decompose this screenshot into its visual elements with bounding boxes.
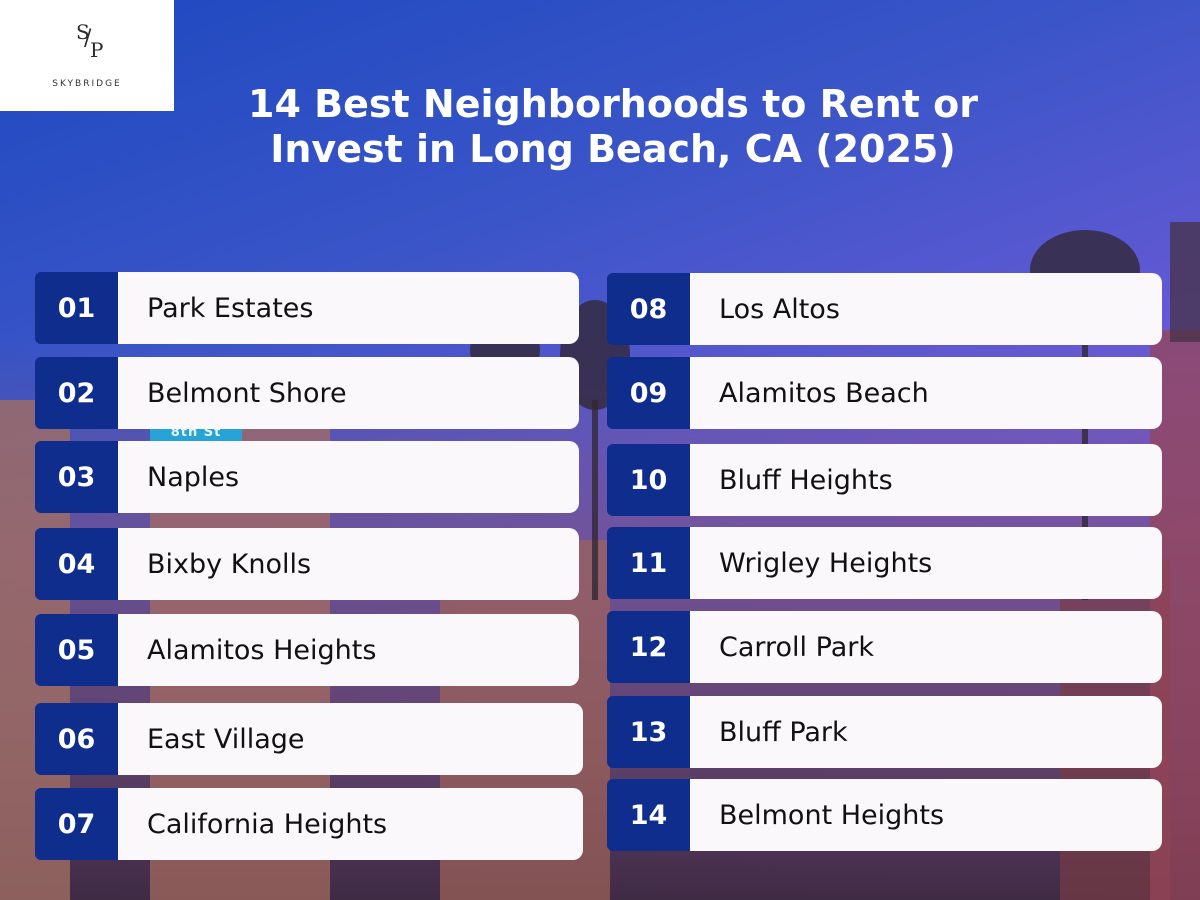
building-top-right — [1170, 222, 1200, 342]
logo-letter-s: S — [76, 20, 90, 44]
logo-mark-icon: S / P — [70, 20, 110, 64]
item-number-badge: 08 — [607, 273, 690, 345]
item-number-badge: 09 — [607, 357, 690, 429]
item-name: East Village — [118, 703, 583, 775]
brand-name: SKYBRIDGE — [52, 79, 122, 89]
item-name: Park Estates — [118, 272, 579, 344]
page-title: 14 Best Neighborhoods to Rent or Invest … — [200, 82, 1026, 172]
item-number-badge: 14 — [607, 779, 690, 851]
item-name: Bixby Knolls — [118, 528, 579, 600]
item-number-badge: 13 — [607, 696, 690, 768]
list-item: 13 Bluff Park — [607, 696, 1162, 768]
item-name: Belmont Shore — [118, 357, 579, 429]
item-number-badge: 04 — [35, 528, 118, 600]
item-name: Naples — [118, 441, 579, 513]
item-number-badge: 06 — [35, 703, 118, 775]
brand-logo: S / P SKYBRIDGE — [0, 0, 174, 111]
list-item: 12 Carroll Park — [607, 611, 1162, 683]
logo-slash: / — [84, 26, 92, 51]
logo-letter-p: P — [90, 38, 104, 62]
item-number-badge: 03 — [35, 441, 118, 513]
item-name: California Heights — [118, 788, 583, 860]
list-item: 05 Alamitos Heights — [35, 614, 579, 686]
title-line-2: Invest in Long Beach, CA (2025) — [270, 127, 956, 171]
item-number-badge: 02 — [35, 357, 118, 429]
item-name: Los Altos — [690, 273, 1162, 345]
item-number-badge: 07 — [35, 788, 118, 860]
palm-trunk — [592, 400, 598, 600]
list-item: 08 Los Altos — [607, 273, 1162, 345]
list-item: 14 Belmont Heights — [607, 779, 1162, 851]
item-number-badge: 11 — [607, 527, 690, 599]
item-name: Bluff Park — [690, 696, 1162, 768]
item-number-badge: 05 — [35, 614, 118, 686]
item-name: Carroll Park — [690, 611, 1162, 683]
list-item: 07 California Heights — [35, 788, 583, 860]
list-item: 06 East Village — [35, 703, 583, 775]
item-name: Alamitos Beach — [690, 357, 1162, 429]
item-number-badge: 01 — [35, 272, 118, 344]
list-item: 04 Bixby Knolls — [35, 528, 579, 600]
item-name: Bluff Heights — [690, 444, 1162, 516]
list-item: 09 Alamitos Beach — [607, 357, 1162, 429]
list-item: 10 Bluff Heights — [607, 444, 1162, 516]
item-name: Alamitos Heights — [118, 614, 579, 686]
list-item: 11 Wrigley Heights — [607, 527, 1162, 599]
list-item: 01 Park Estates — [35, 272, 579, 344]
item-name: Wrigley Heights — [690, 527, 1162, 599]
title-line-1: 14 Best Neighborhoods to Rent or — [248, 82, 978, 126]
list-item: 03 Naples — [35, 441, 579, 513]
list-item: 02 Belmont Shore — [35, 357, 579, 429]
item-number-badge: 12 — [607, 611, 690, 683]
item-name: Belmont Heights — [690, 779, 1162, 851]
item-number-badge: 10 — [607, 444, 690, 516]
